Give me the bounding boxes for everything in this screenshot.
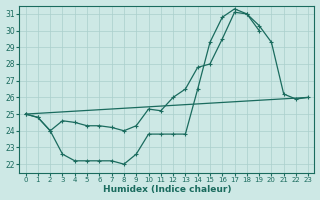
X-axis label: Humidex (Indice chaleur): Humidex (Indice chaleur) <box>103 185 231 194</box>
